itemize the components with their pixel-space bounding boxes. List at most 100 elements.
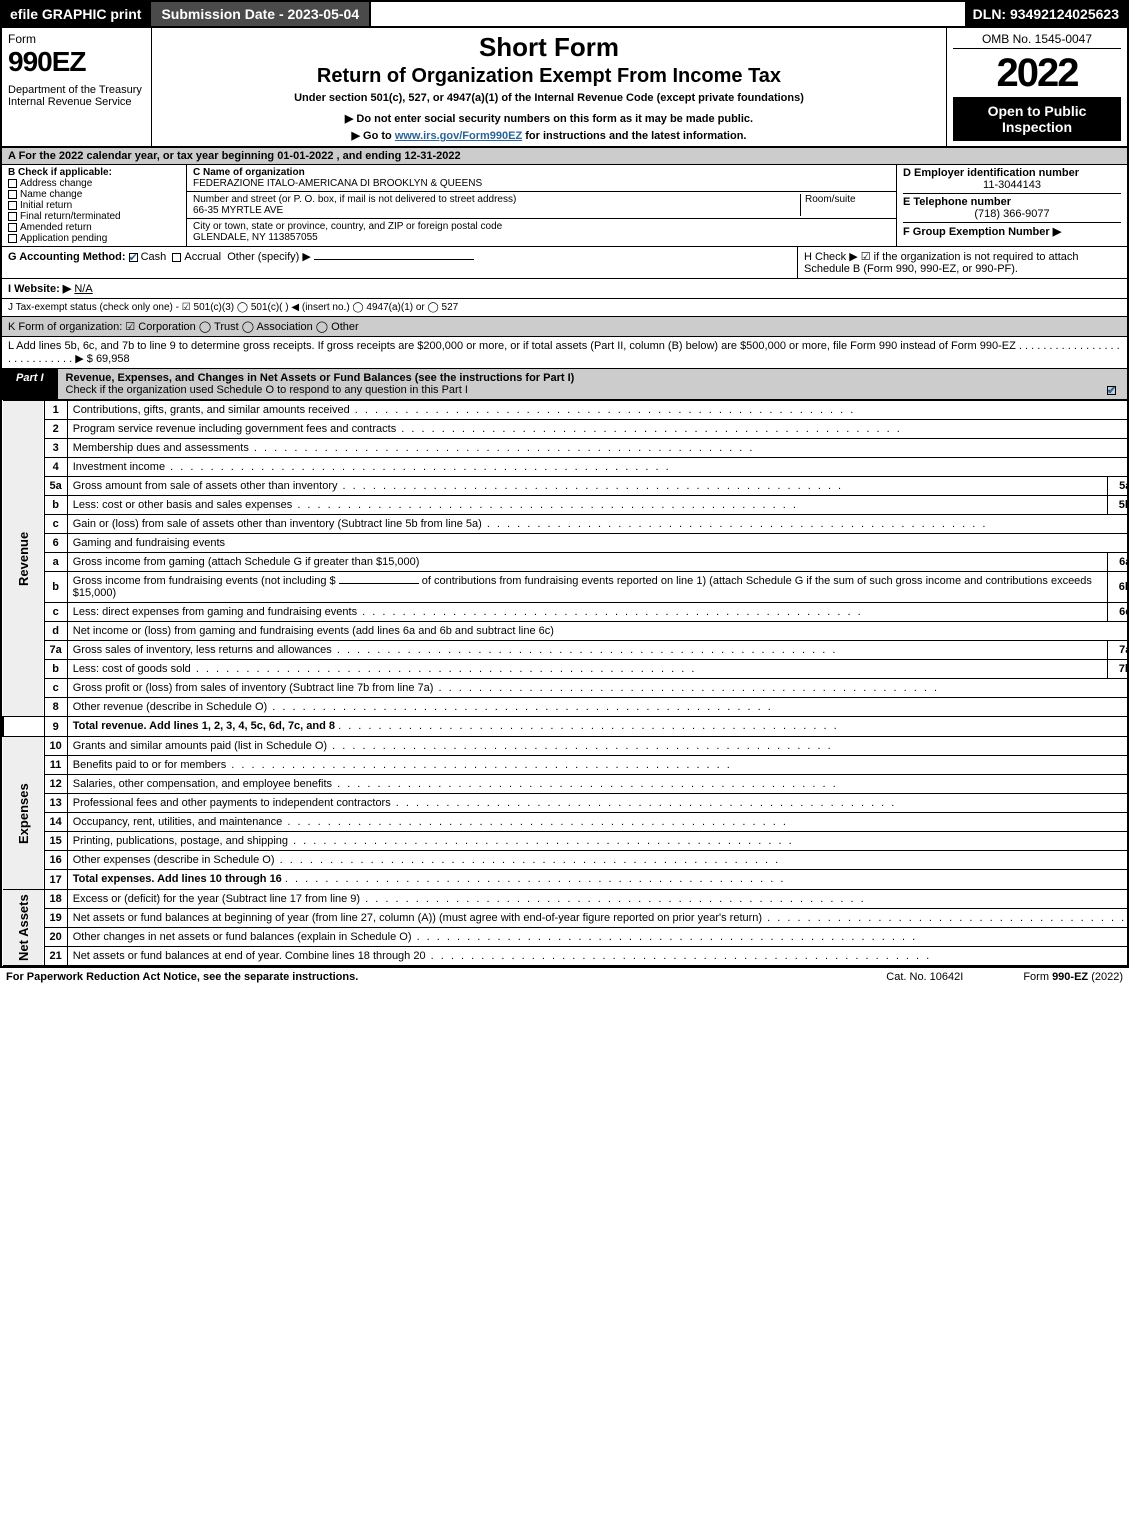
submission-date: Submission Date - 2023-05-04	[149, 2, 371, 26]
section-j: J Tax-exempt status (check only one) - ☑…	[0, 299, 1129, 317]
cash-checkbox[interactable]	[129, 253, 138, 262]
line-6b-sub: 6b	[1107, 572, 1129, 603]
netassets-side-label: Net Assets	[3, 890, 44, 966]
footer: For Paperwork Reduction Act Notice, see …	[0, 967, 1129, 986]
i-label: I Website: ▶	[8, 283, 71, 295]
name-change-checkbox[interactable]	[8, 190, 17, 199]
l-value: $ 69,958	[87, 353, 130, 365]
section-g: G Accounting Method: Cash Accrual Other …	[2, 247, 797, 278]
line-4-num: 4	[44, 458, 67, 477]
section-k: K Form of organization: ☑ Corporation ◯ …	[0, 317, 1129, 337]
line-12-text: Salaries, other compensation, and employ…	[73, 778, 332, 790]
initial-return-label: Initial return	[20, 200, 72, 211]
section-i: I Website: ▶ N/A	[0, 279, 1129, 299]
line-20-num: 20	[44, 928, 67, 947]
line-5c-num: c	[44, 515, 67, 534]
line-21-num: 21	[44, 947, 67, 966]
final-return-checkbox[interactable]	[8, 212, 17, 221]
line-18-text: Excess or (deficit) for the year (Subtra…	[73, 893, 360, 905]
line-10-text: Grants and similar amounts paid (list in…	[73, 740, 327, 752]
line-11-num: 11	[44, 756, 67, 775]
line-5b-num: b	[44, 496, 67, 515]
line-15-num: 15	[44, 832, 67, 851]
line-17-text: Total expenses. Add lines 10 through 16	[73, 873, 282, 885]
f-label: F Group Exemption Number ▶	[903, 222, 1121, 238]
ssn-warning: Do not enter social security numbers on …	[158, 112, 940, 125]
goto-post: for instructions and the latest informat…	[522, 130, 746, 142]
line-19-num: 19	[44, 909, 67, 928]
goto-note: Go to www.irs.gov/Form990EZ for instruct…	[158, 129, 940, 142]
line-5c-text: Gain or (loss) from sale of assets other…	[73, 518, 482, 530]
line-3-text: Membership dues and assessments	[73, 442, 249, 454]
dln: DLN: 93492124025623	[965, 2, 1127, 26]
efile-print-label[interactable]: efile GRAPHIC print	[2, 2, 149, 26]
b-label: B Check if applicable:	[8, 167, 180, 178]
form-ref: Form 990-EZ (2022)	[1023, 971, 1123, 983]
line-13-text: Professional fees and other payments to …	[73, 797, 391, 809]
goto-pre: Go to	[363, 130, 395, 142]
line-13-num: 13	[44, 794, 67, 813]
amended-checkbox[interactable]	[8, 223, 17, 232]
department: Department of the Treasury Internal Reve…	[8, 84, 145, 108]
line-6-num: 6	[44, 534, 67, 553]
line-2-num: 2	[44, 420, 67, 439]
line-5b-sub: 5b	[1107, 496, 1129, 515]
c-city-label: City or town, state or province, country…	[193, 221, 890, 232]
section-b-through-f: B Check if applicable: Address change Na…	[0, 165, 1129, 247]
other-label: Other (specify) ▶	[227, 251, 311, 263]
addr-change-checkbox[interactable]	[8, 179, 17, 188]
omb-number: OMB No. 1545-0047	[953, 32, 1121, 49]
line-12-num: 12	[44, 775, 67, 794]
section-d-e-f: D Employer identification number 11-3044…	[897, 165, 1127, 246]
app-pending-label: Application pending	[20, 233, 107, 244]
section-l: L Add lines 5b, 6c, and 7b to line 9 to …	[0, 337, 1129, 369]
name-change-label: Name change	[20, 189, 82, 200]
line-6b-text1: Gross income from fundraising events (no…	[73, 575, 336, 587]
line-6d-text: Net income or (loss) from gaming and fun…	[73, 625, 554, 637]
cash-label: Cash	[141, 251, 167, 263]
line-6c-text: Less: direct expenses from gaming and fu…	[73, 606, 357, 618]
line-16-num: 16	[44, 851, 67, 870]
line-6d-num: d	[44, 622, 67, 641]
line-7b-text: Less: cost of goods sold	[73, 663, 191, 675]
form-title: Return of Organization Exempt From Incom…	[158, 65, 940, 88]
irs-link[interactable]: www.irs.gov/Form990EZ	[395, 130, 522, 142]
revenue-side-label: Revenue	[3, 401, 44, 717]
line-3-num: 3	[44, 439, 67, 458]
addr-change-label: Address change	[20, 178, 92, 189]
line-7a-num: 7a	[44, 641, 67, 660]
ein: 11-3044143	[903, 179, 1121, 191]
line-6a-sub: 6a	[1107, 553, 1129, 572]
form-number: 990EZ	[8, 46, 145, 78]
form-word: Form	[8, 32, 145, 46]
schedule-o-checkbox[interactable]	[1107, 386, 1116, 395]
form-header: Form 990EZ Department of the Treasury In…	[0, 28, 1129, 148]
line-9-num: 9	[44, 717, 67, 737]
line-5a-num: 5a	[44, 477, 67, 496]
line-19-text: Net assets or fund balances at beginning…	[73, 912, 762, 924]
line-17-num: 17	[44, 870, 67, 890]
line-7b-sub: 7b	[1107, 660, 1129, 679]
line-20-text: Other changes in net assets or fund bala…	[73, 931, 412, 943]
line-14-num: 14	[44, 813, 67, 832]
room-suite-label: Room/suite	[800, 194, 890, 216]
line-5a-sub: 5a	[1107, 477, 1129, 496]
line-6a-num: a	[44, 553, 67, 572]
section-a: A For the 2022 calendar year, or tax yea…	[0, 148, 1129, 165]
line-1-num: 1	[44, 401, 67, 420]
lines-table-wrap: Revenue 1 Contributions, gifts, grants, …	[0, 400, 1129, 967]
top-bar: efile GRAPHIC print Submission Date - 20…	[0, 0, 1129, 28]
line-6b-num: b	[44, 572, 67, 603]
line-21-text: Net assets or fund balances at end of ye…	[73, 950, 426, 962]
accrual-checkbox[interactable]	[172, 253, 181, 262]
line-10-num: 10	[44, 737, 67, 756]
g-h-row: G Accounting Method: Cash Accrual Other …	[0, 247, 1129, 279]
l-text: L Add lines 5b, 6c, and 7b to line 9 to …	[8, 340, 1016, 352]
line-1-text: Contributions, gifts, grants, and simila…	[73, 404, 350, 416]
app-pending-checkbox[interactable]	[8, 234, 17, 243]
initial-return-checkbox[interactable]	[8, 201, 17, 210]
accrual-label: Accrual	[184, 251, 221, 263]
lines-table: Revenue 1 Contributions, gifts, grants, …	[2, 400, 1129, 966]
cat-no: Cat. No. 10642I	[886, 971, 963, 983]
org-name: FEDERAZIONE ITALO-AMERICANA DI BROOKLYN …	[193, 178, 890, 189]
